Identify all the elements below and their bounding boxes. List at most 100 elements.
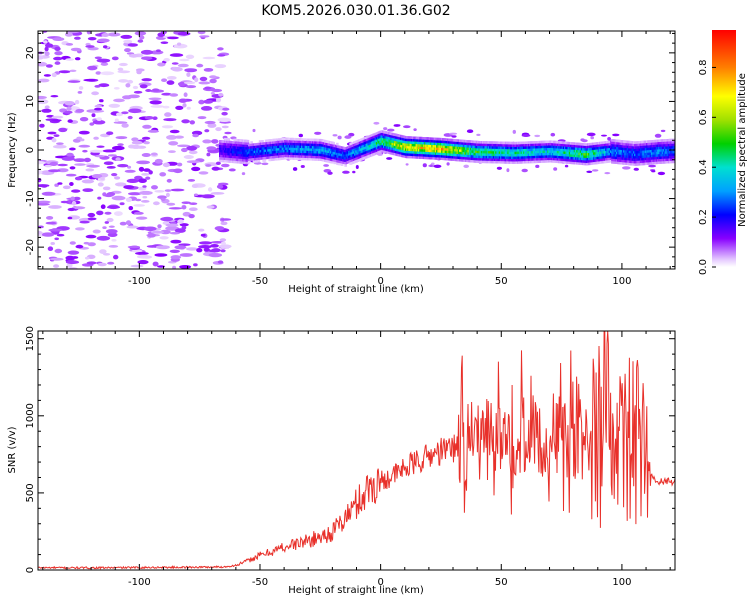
noise-blob (131, 144, 141, 149)
noise-blob (61, 156, 75, 161)
noise-blob (448, 132, 458, 135)
noise-blob (157, 224, 162, 229)
noise-blob (141, 78, 152, 82)
noise-blob (220, 241, 226, 245)
signal-cell (553, 148, 556, 151)
noise-blob (186, 72, 191, 77)
noise-blob (44, 164, 52, 168)
y-tick-label: -10 (25, 190, 36, 206)
noise-blob (143, 226, 157, 232)
noise-blob (177, 219, 184, 224)
noise-blob (113, 254, 119, 260)
noise-blob (177, 144, 190, 148)
noise-blob (413, 128, 417, 132)
noise-blob (113, 121, 128, 124)
noise-blob (168, 207, 183, 210)
noise-blob (206, 152, 211, 157)
noise-blob (136, 69, 142, 75)
signal-cell (287, 137, 291, 141)
colorbar: 0.0 0.2 0.4 0.6 0.8 Normalized spectral ampl… (698, 30, 748, 275)
signal-cell (288, 157, 292, 160)
noise-blob (433, 164, 442, 168)
noise-blob (51, 72, 57, 78)
noise-blob (104, 211, 112, 215)
signal-cell (553, 143, 556, 146)
noise-blob (141, 153, 151, 157)
signal-cell (673, 153, 675, 156)
noise-blob (44, 51, 49, 54)
noise-blob (49, 161, 58, 166)
noise-blob (186, 106, 191, 110)
y-tick-label: 10 (25, 95, 36, 108)
noise-blob (214, 64, 227, 69)
noise-blob (115, 157, 121, 161)
noise-blob (54, 248, 63, 254)
signal-cell (281, 157, 285, 160)
noise-blob (79, 117, 89, 122)
noise-blob (209, 78, 217, 84)
noise-blob (117, 143, 124, 147)
signal-cell (608, 145, 612, 148)
noise-blob (127, 245, 141, 249)
noise-blob (106, 205, 121, 209)
noise-blob (204, 120, 216, 125)
noise-blob (108, 225, 115, 228)
noise-blob (166, 36, 179, 40)
signal-cell (673, 155, 675, 159)
noise-blob (100, 176, 105, 181)
noise-blob (44, 105, 50, 109)
noise-blob (203, 99, 214, 104)
noise-blob (175, 105, 184, 110)
noise-blob (148, 97, 162, 101)
noise-blob (146, 245, 159, 248)
noise-blob (155, 245, 170, 250)
noise-blob (90, 109, 105, 113)
noise-blob (58, 70, 71, 74)
noise-blob (41, 232, 55, 237)
signal-cell (331, 161, 334, 164)
noise-blob (38, 170, 43, 175)
noise-blob (183, 81, 196, 85)
noise-blob (38, 230, 43, 235)
noise-blob (564, 164, 569, 168)
noise-blob (134, 31, 147, 36)
noise-blob (100, 62, 109, 66)
noise-blob (108, 245, 119, 248)
noise-blob (207, 187, 213, 192)
noise-blob (165, 192, 170, 198)
x-tick-label: -50 (252, 577, 268, 588)
noise-blob (106, 217, 114, 223)
noise-blob (168, 141, 179, 146)
signal-cell (607, 140, 610, 144)
noise-blob (224, 131, 232, 135)
noise-blob (79, 220, 90, 224)
noise-blob (94, 154, 105, 158)
noise-blob (387, 128, 395, 132)
noise-blob (261, 162, 269, 166)
noise-blob (115, 136, 128, 140)
signal-cell (402, 142, 405, 146)
noise-blob (159, 172, 167, 177)
x-tick-label: 100 (612, 577, 631, 588)
noise-blob (85, 45, 95, 48)
noise-blob (53, 56, 63, 61)
noise-blob (179, 265, 192, 269)
y-tick-label: 1000 (25, 403, 36, 428)
noise-blob (114, 176, 121, 180)
noise-blob (188, 214, 195, 219)
noise-blob (121, 123, 129, 128)
noise-blob (216, 184, 224, 189)
noise-blob (217, 54, 226, 57)
noise-blob (405, 163, 409, 166)
noise-blob (69, 241, 76, 245)
noise-blob (215, 127, 222, 132)
y-tick-label: -20 (25, 239, 36, 255)
noise-blob (114, 182, 127, 187)
noise-blob (386, 157, 393, 160)
noise-blob (45, 221, 57, 225)
noise-blob (132, 85, 139, 90)
noise-blob (189, 120, 195, 125)
noise-blob (196, 63, 204, 68)
noise-blob (198, 81, 211, 85)
signal-cell (282, 137, 286, 141)
